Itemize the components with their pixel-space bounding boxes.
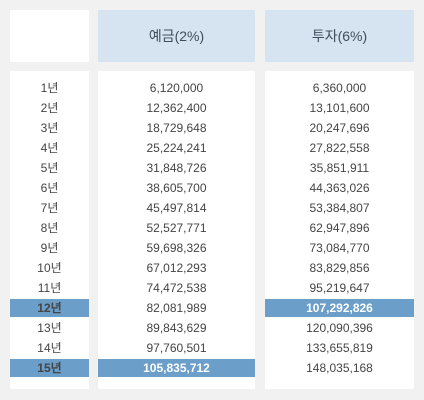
investment-cell: 120,090,396: [306, 321, 373, 335]
deposit-cell: 89,843,629: [146, 321, 207, 335]
deposit-column: 6,120,000 12,362,400 18,729,648 25,224,241 3…: [98, 71, 255, 389]
year-cell: 7년: [40, 201, 59, 215]
deposit-cell: 67,012,293: [146, 261, 207, 275]
investment-cell: 44,363,026: [309, 181, 370, 195]
deposit-cell: 59,698,326: [146, 241, 207, 255]
investment-cell: 95,219,647: [309, 281, 370, 295]
deposit-cell: 52,527,771: [146, 221, 207, 235]
investment-cell: 27,822,558: [309, 141, 370, 155]
deposit-cell: 45,497,814: [146, 201, 207, 215]
deposit-cell: 12,362,400: [146, 101, 207, 115]
investment-cell: 13,101,600: [309, 101, 370, 115]
investment-cell: 6,360,000: [312, 81, 367, 95]
year-cell: 13년: [37, 321, 62, 335]
investment-cell: 35,851,911: [309, 161, 370, 175]
year-cell: 1년: [40, 81, 59, 95]
year-column: 1년 2년 3년 4년 5년 6년 7년 8년 9년 10년 11년 12년 13년 14년 15년: [10, 71, 89, 389]
investment-cell: 133,655,819: [306, 341, 373, 355]
deposit-cell: 38,605,700: [146, 181, 207, 195]
deposit-header-label: 예금(2%): [148, 28, 205, 44]
investment-cell: 148,035,168: [306, 361, 373, 375]
deposit-cell: 18,729,648: [146, 121, 207, 135]
investment-cell: 53,384,807: [309, 201, 370, 215]
year-cell: 8년: [40, 221, 59, 235]
year-cell: 5년: [40, 161, 59, 175]
deposit-header: 예금(2%): [98, 10, 255, 62]
deposit-cell: 105,835,712: [98, 359, 255, 377]
year-cell: 12년: [10, 299, 89, 317]
year-cell: 4년: [40, 141, 59, 155]
deposit-cell: 25,224,241: [146, 141, 207, 155]
year-cell: 3년: [40, 121, 59, 135]
year-cell: 14년: [37, 341, 62, 355]
investment-cell: 20,247,696: [309, 121, 370, 135]
investment-column: 6,360,000 13,101,600 20,247,696 27,822,558 3…: [265, 71, 414, 389]
deposit-cell: 97,760,501: [146, 341, 207, 355]
investment-cell: 62,947,896: [309, 221, 370, 235]
year-cell: 10년: [37, 261, 62, 275]
investment-cell: 73,084,770: [309, 241, 370, 255]
year-cell: 6년: [40, 181, 59, 195]
deposit-cell: 82,081,989: [146, 301, 207, 315]
year-header-cell: [10, 10, 89, 62]
deposit-cell: 74,472,538: [146, 281, 207, 295]
investment-cell: 107,292,826: [265, 299, 414, 317]
year-cell: 11년: [37, 281, 62, 295]
year-cell: 9년: [40, 241, 59, 255]
year-cell: 15년: [10, 359, 89, 377]
investment-header-label: 투자(6%): [311, 28, 368, 44]
deposit-cell: 6,120,000: [149, 81, 204, 95]
year-cell: 2년: [40, 101, 59, 115]
investment-header: 투자(6%): [265, 10, 414, 62]
deposit-cell: 31,848,726: [146, 161, 207, 175]
investment-cell: 83,829,856: [309, 261, 370, 275]
